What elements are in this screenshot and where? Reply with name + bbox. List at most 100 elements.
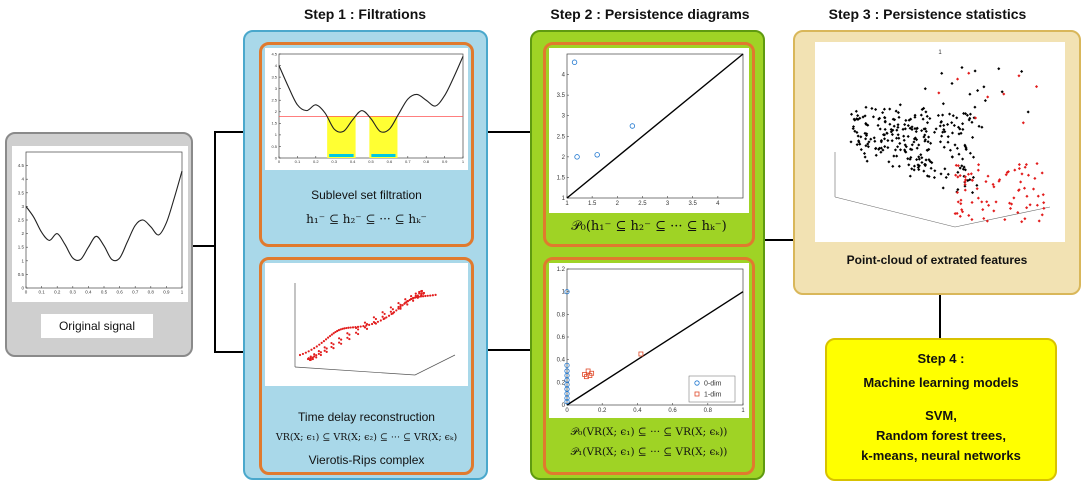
pd0-ytick-label: 4 [562, 73, 566, 79]
pd1-point-0dim [564, 395, 570, 401]
pointcloud-point-black [922, 169, 926, 173]
pd1-xtick-label: 0.2 [598, 408, 607, 414]
pd1-legend-marker-1 [694, 391, 700, 397]
cloud3d-point [340, 342, 343, 345]
cloud3d-point [389, 310, 392, 313]
pointcloud-point-red [960, 208, 964, 212]
timedelay-chart [294, 283, 456, 376]
pointcloud-point-black [894, 109, 898, 113]
pointcloud-title: 1 [938, 50, 942, 56]
pointcloud-point-upper [1020, 69, 1024, 74]
pointcloud-point-red [1019, 180, 1023, 184]
pd0-xtick-label: 3.5 [689, 201, 698, 207]
cloud3d-point [390, 312, 393, 316]
pointcloud-point-black [888, 107, 892, 111]
sig1-ytick-label: 0.5 [271, 144, 277, 149]
pointcloud-point-black [921, 117, 925, 121]
pointcloud-point-black [957, 152, 961, 156]
pd0-ytick-label: 3 [562, 114, 566, 120]
cloud3d-point [383, 312, 386, 316]
pointcloud-point-black [977, 124, 981, 128]
pointcloud-point-red [1028, 203, 1032, 207]
sig1-xtick-label: 0 [278, 159, 281, 164]
sig0-xtick-label: 0.8 [148, 290, 155, 295]
pointcloud-point-black [950, 155, 954, 159]
pointcloud-point-black [869, 137, 873, 141]
pointcloud-point-black [939, 172, 943, 176]
sig1-ytick-label: 2.5 [271, 98, 277, 103]
pointcloud-point-black [917, 157, 921, 161]
cloud3d-point [417, 295, 420, 298]
pd0-point [574, 154, 580, 160]
original-signal-plot: 0 0.1 0.2 0.3 0.4 0.5 0.6 0.7 0.8 0.9 1 0 0.5 1 1.5 2 2.… [12, 146, 188, 302]
cloud3d-point [365, 327, 369, 330]
pointcloud-point-black [944, 175, 948, 180]
pointcloud-point-black [950, 131, 955, 135]
pointcloud-point-red [1023, 217, 1027, 221]
pointcloud-point-black [902, 138, 906, 142]
cloud3d-point [313, 355, 316, 358]
cloud3d-point [434, 293, 437, 296]
sig0-xtick-label: 0 [25, 290, 28, 295]
cloud3d-point [395, 309, 398, 312]
pointcloud-point-black [919, 113, 923, 117]
pointcloud-point-black [930, 161, 934, 165]
pointcloud-point-red [1020, 220, 1024, 224]
cloud3d-point [387, 314, 391, 317]
cloud3d-point [338, 341, 341, 344]
cloud3d-point [317, 349, 320, 353]
cloud3d-point [431, 294, 434, 297]
pointcloud-point-red [1041, 193, 1045, 197]
pointcloud-point-black [920, 129, 924, 133]
pointcloud-point-black [885, 131, 889, 135]
pointcloud-point-black [938, 124, 942, 128]
pointcloud-point-black [924, 110, 928, 114]
pointcloud-point-black [948, 112, 952, 116]
pointcloud-point-black [857, 139, 861, 143]
pd0-card: 1 1.5 2 2.5 3 3.5 4 1 1.5 2 2.5 3 3.5 4 𝒫₀(h₁⁻ ⊆ h₂⁻ … [543, 42, 755, 247]
cloud3d-point [338, 337, 341, 340]
pointcloud-point-black [958, 127, 962, 131]
pd1-xtick-label: 1 [741, 408, 745, 414]
pd0-point [571, 59, 578, 65]
cloud3d-point [376, 320, 380, 323]
pointcloud-point-red [985, 219, 989, 223]
pointcloud-point-black [877, 117, 881, 121]
pd1-ytick-label: 0.8 [557, 312, 566, 318]
pointcloud-point-black [853, 129, 857, 133]
step1-panel: 0 0.1 0.2 0.3 0.4 0.5 0.6 0.7 0.8 0.9 1 0 0.5 1 1.5 2 2.… [243, 30, 488, 480]
pointcloud-point-red [1022, 186, 1027, 190]
pointcloud-point-red [991, 182, 995, 186]
pointcloud-point-black [898, 148, 903, 152]
sig1-xtick-label: 0.3 [331, 159, 337, 164]
pointcloud-point-black [912, 168, 916, 172]
pointcloud-point-red [980, 200, 984, 204]
pointcloud-point-black [925, 174, 930, 178]
cloud3d-point [315, 356, 318, 359]
pointcloud-point-black [866, 142, 870, 146]
pointcloud-point-black [897, 164, 901, 168]
pointcloud-point-red [1017, 162, 1021, 167]
pointcloud-point-red [958, 214, 962, 218]
cloud3d-point [330, 333, 333, 336]
pointcloud-point-red [982, 216, 986, 221]
pointcloud-point-red [963, 182, 967, 186]
pointcloud-point-red [970, 217, 974, 222]
pointcloud-point-red [1026, 173, 1031, 177]
sublevel-highlight-bar-1 [327, 116, 356, 158]
pointcloud-point-red [970, 200, 974, 205]
cloud3d-point [420, 292, 423, 296]
pointcloud-point-black [912, 140, 916, 144]
pointcloud-point-black [886, 138, 890, 143]
cloud3d-point [313, 347, 316, 350]
pointcloud-point-red [976, 168, 980, 172]
pointcloud-point-red [1031, 187, 1036, 191]
pointcloud-point-black [915, 127, 919, 131]
pointcloud-point-upper [968, 92, 972, 96]
original-signal-line [25, 170, 183, 262]
cloud3d-point [309, 355, 312, 358]
sig0-ytick-label: 3.5 [18, 190, 25, 195]
pd1-formula0: 𝒫₀(VR(X; ϵ₁) ⊆ ··· ⊆ VR(X; ϵₖ)) [570, 426, 728, 438]
cloud3d-point [324, 338, 328, 341]
pointcloud-point-black [950, 121, 954, 125]
